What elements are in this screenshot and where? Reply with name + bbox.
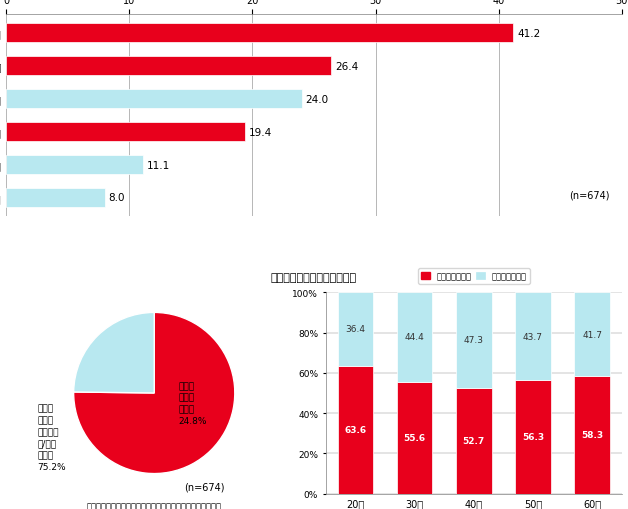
Text: 誰にも
相談で
きなかっ
た/しな
かった
75.2%: 誰にも 相談で きなかっ た/しな かった 75.2%: [38, 404, 66, 471]
Bar: [6, 156, 143, 174]
Bar: [6, 24, 514, 43]
Text: 19.4: 19.4: [249, 127, 272, 137]
Text: 41.2: 41.2: [517, 29, 540, 39]
Wedge shape: [73, 313, 154, 393]
Text: 36.4: 36.4: [345, 325, 365, 334]
Text: 58.3: 58.3: [581, 431, 604, 440]
Text: 43.7: 43.7: [523, 332, 543, 341]
Text: 41.7: 41.7: [582, 330, 602, 339]
Text: 【あきらめてしまった理由】: 【あきらめてしまった理由】: [271, 273, 357, 282]
Text: 8.0: 8.0: [109, 193, 125, 203]
Legend: 諸めたことある, 諸めたことない: 諸めたことある, 諸めたことない: [418, 269, 529, 285]
Bar: [397, 382, 432, 494]
Bar: [456, 293, 492, 388]
Bar: [397, 293, 432, 382]
Text: (n=674): (n=674): [569, 190, 609, 200]
Text: 47.3: 47.3: [463, 336, 484, 345]
Bar: [6, 189, 105, 207]
Bar: [6, 58, 331, 75]
Text: 【疲問・不安を誰にも相談できなかった／しなかった経験】: 【疲問・不安を誰にも相談できなかった／しなかった経験】: [87, 502, 222, 509]
Text: (n=674): (n=674): [185, 482, 225, 492]
Bar: [6, 90, 301, 108]
Bar: [515, 381, 551, 494]
Bar: [515, 293, 551, 381]
Text: 26.4: 26.4: [335, 62, 358, 71]
Text: 24.0: 24.0: [305, 94, 328, 104]
Text: 52.7: 52.7: [463, 436, 485, 445]
Wedge shape: [73, 313, 235, 474]
Text: 11.1: 11.1: [146, 160, 170, 170]
Bar: [575, 377, 610, 494]
Text: 必ず誰
かに相
談した
24.8%: 必ず誰 かに相 談した 24.8%: [178, 381, 207, 426]
Bar: [6, 123, 245, 142]
Bar: [338, 366, 373, 494]
Text: 63.6: 63.6: [344, 426, 367, 434]
Bar: [575, 293, 610, 377]
Bar: [456, 388, 492, 494]
Text: 56.3: 56.3: [522, 433, 544, 442]
Text: 44.4: 44.4: [404, 333, 425, 342]
Bar: [338, 293, 373, 366]
Text: 55.6: 55.6: [404, 433, 426, 442]
